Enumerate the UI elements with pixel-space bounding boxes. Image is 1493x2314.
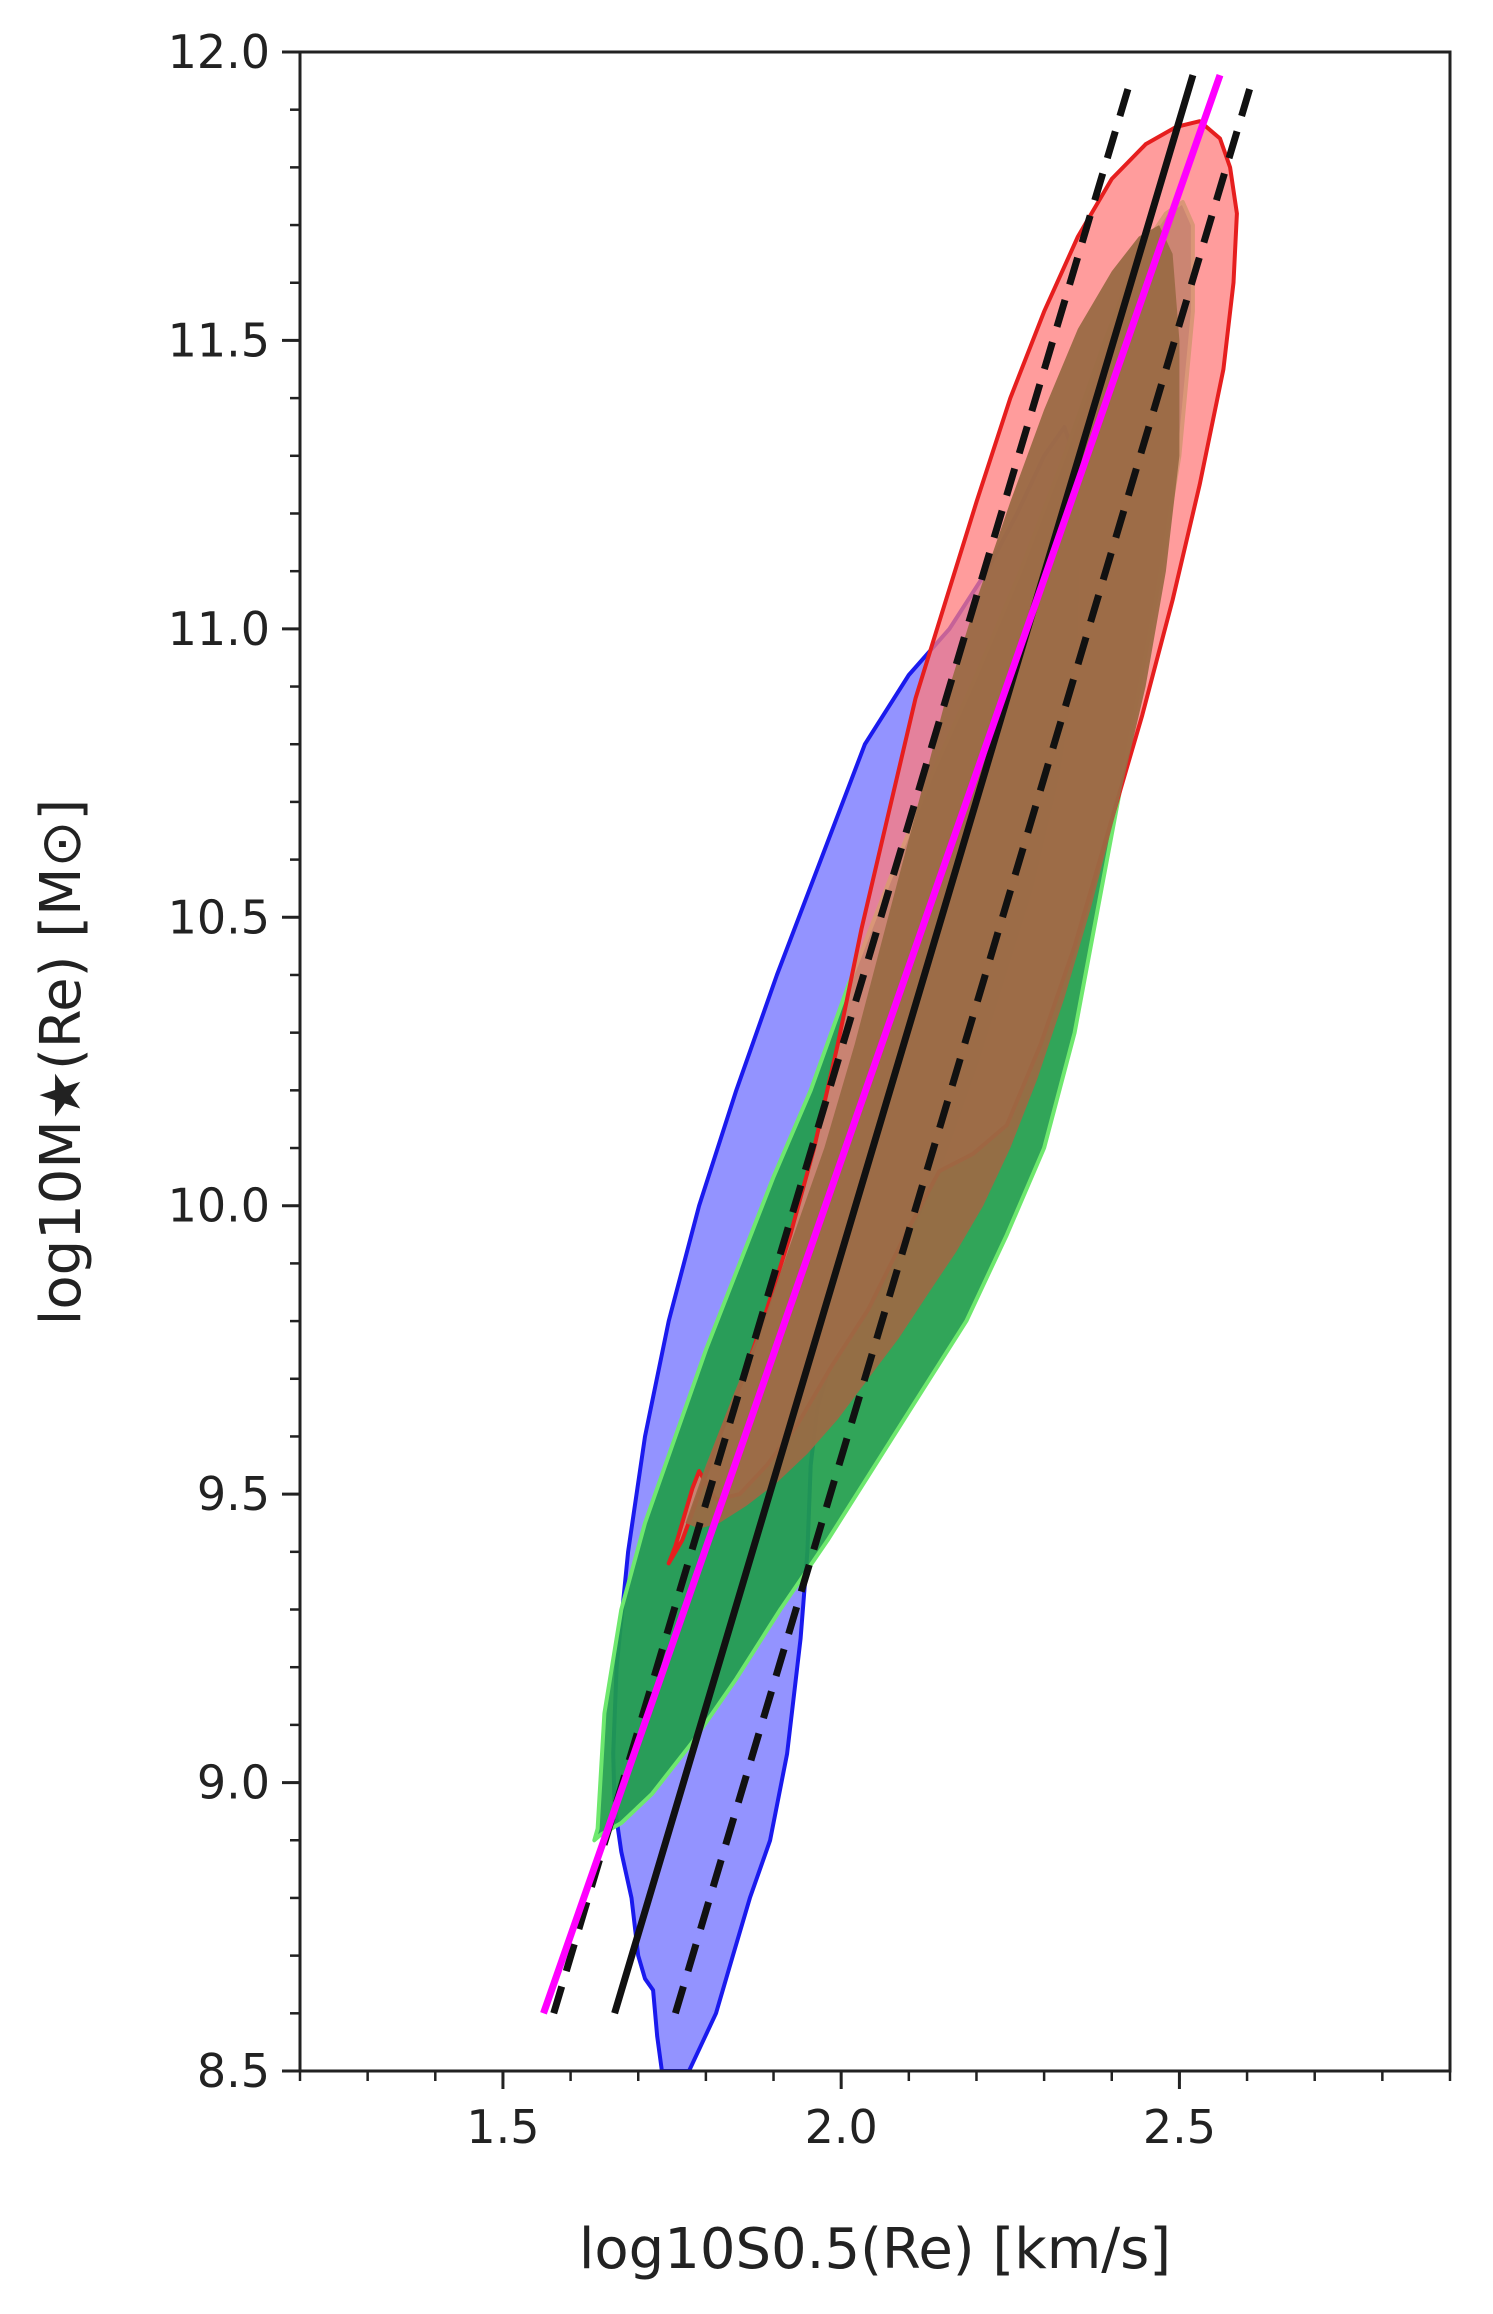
y-tick-label: 11.5 xyxy=(168,313,270,367)
y-tick-label: 12.0 xyxy=(168,25,270,79)
series-line-1 xyxy=(611,74,1197,2015)
y-axis-ticks: 8.5 9.0 9.5 10.0 10.5 11.0 11.5 12.0 xyxy=(168,25,300,2098)
y-tick-label: 8.5 xyxy=(197,2044,270,2098)
series-line-2 xyxy=(550,74,1136,2015)
series-line-4 xyxy=(540,73,1224,2015)
y-tick-label: 10.0 xyxy=(168,1179,270,1233)
x-tick-label: 2.0 xyxy=(805,2100,878,2154)
x-tick-label: 1.5 xyxy=(466,2100,539,2154)
y-tick-label: 10.5 xyxy=(168,890,270,944)
plot-frame xyxy=(298,50,1452,2073)
x-axis-label: log10S0.5(Re) [km/s] xyxy=(579,2217,1171,2282)
series-line-3 xyxy=(672,74,1258,2015)
fit-lines xyxy=(540,73,1258,2015)
y-tick-label: 11.0 xyxy=(168,602,270,656)
y-axis-label: log10M★(Re) [M⊙] xyxy=(29,799,94,1325)
x-tick-label: 2.5 xyxy=(1143,2100,1216,2154)
x-axis-ticks: 1.5 2.0 2.5 xyxy=(298,2071,1452,2154)
y-tick-label: 9.5 xyxy=(197,1467,270,1521)
y-tick-label: 9.0 xyxy=(197,1756,270,1810)
